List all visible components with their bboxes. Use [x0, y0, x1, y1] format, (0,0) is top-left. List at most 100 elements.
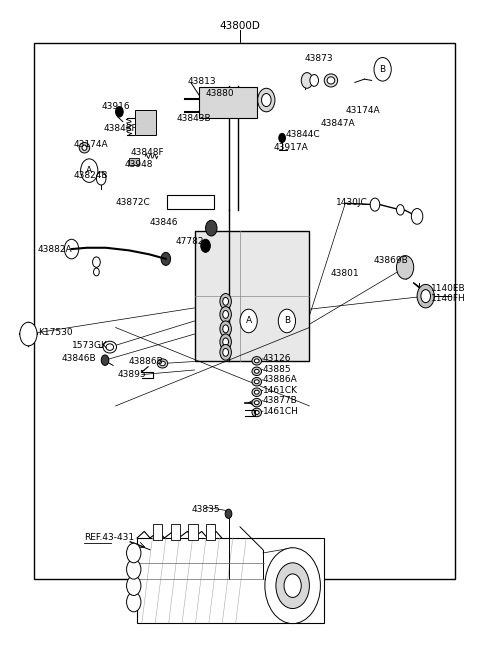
Text: 43843B: 43843B — [177, 114, 212, 123]
Circle shape — [201, 239, 210, 252]
Circle shape — [279, 134, 286, 143]
Ellipse shape — [252, 398, 262, 407]
Text: 43873: 43873 — [305, 54, 333, 63]
Circle shape — [301, 73, 313, 88]
Bar — [137, 538, 324, 623]
Text: 1430JC: 1430JC — [336, 198, 368, 206]
Text: 43835: 43835 — [191, 505, 220, 514]
Circle shape — [421, 290, 431, 303]
Text: 47782: 47782 — [175, 236, 204, 246]
Circle shape — [127, 543, 141, 563]
Text: 43800D: 43800D — [219, 20, 261, 31]
Ellipse shape — [254, 401, 259, 405]
Text: 43844C: 43844C — [286, 130, 320, 139]
Text: 43869B: 43869B — [374, 256, 409, 265]
Text: 43174A: 43174A — [73, 140, 108, 149]
Circle shape — [223, 310, 228, 318]
Circle shape — [220, 293, 231, 309]
Text: 43846: 43846 — [149, 218, 178, 227]
Ellipse shape — [254, 390, 259, 394]
Bar — [194, 231, 310, 362]
Circle shape — [220, 334, 231, 350]
Bar — [129, 158, 139, 166]
Bar — [205, 523, 215, 540]
Bar — [199, 87, 257, 119]
Text: 43948: 43948 — [124, 160, 153, 168]
Circle shape — [265, 548, 321, 624]
Circle shape — [225, 509, 232, 518]
Text: 43848F: 43848F — [104, 124, 137, 133]
Text: 43801: 43801 — [331, 269, 360, 278]
Bar — [135, 110, 156, 135]
Circle shape — [278, 309, 296, 333]
Circle shape — [223, 297, 228, 305]
Circle shape — [96, 172, 106, 185]
Circle shape — [240, 309, 257, 333]
Text: 43917A: 43917A — [274, 143, 308, 152]
Text: 43872C: 43872C — [116, 198, 150, 206]
Circle shape — [223, 348, 228, 356]
Text: 43846B: 43846B — [62, 354, 96, 364]
Ellipse shape — [252, 408, 262, 417]
Bar — [153, 523, 162, 540]
Circle shape — [310, 75, 319, 86]
Circle shape — [262, 94, 271, 107]
Ellipse shape — [252, 388, 262, 396]
Text: B: B — [284, 316, 290, 326]
Circle shape — [20, 322, 37, 346]
Text: 1461CK: 1461CK — [263, 386, 298, 395]
Circle shape — [284, 574, 301, 597]
Circle shape — [220, 321, 231, 337]
Text: 1140EB: 1140EB — [431, 284, 465, 293]
Text: 43174A: 43174A — [345, 106, 380, 115]
Circle shape — [220, 345, 231, 360]
Circle shape — [161, 252, 170, 265]
Text: 43882A: 43882A — [38, 244, 72, 253]
Text: 43886A: 43886A — [263, 375, 298, 384]
Circle shape — [411, 208, 423, 224]
Circle shape — [64, 239, 79, 259]
Text: B: B — [380, 65, 386, 74]
Text: 1461CH: 1461CH — [263, 407, 299, 416]
Ellipse shape — [157, 359, 168, 368]
Ellipse shape — [254, 359, 259, 363]
Circle shape — [276, 563, 310, 608]
Ellipse shape — [252, 356, 262, 365]
Text: 43880: 43880 — [205, 89, 234, 98]
Text: A: A — [246, 316, 252, 326]
Ellipse shape — [327, 77, 335, 84]
Circle shape — [258, 88, 275, 112]
Circle shape — [220, 307, 231, 322]
Circle shape — [205, 220, 217, 236]
Text: 43877B: 43877B — [263, 396, 298, 405]
Ellipse shape — [254, 411, 259, 415]
Ellipse shape — [106, 344, 114, 350]
Ellipse shape — [324, 74, 337, 87]
Text: K17530: K17530 — [38, 328, 72, 337]
Ellipse shape — [103, 341, 117, 353]
Circle shape — [223, 338, 228, 346]
Ellipse shape — [254, 369, 259, 373]
Circle shape — [396, 204, 404, 215]
Text: 43126: 43126 — [263, 354, 291, 364]
Ellipse shape — [252, 377, 262, 386]
Text: 43847A: 43847A — [321, 119, 355, 128]
Circle shape — [127, 559, 141, 579]
Circle shape — [223, 325, 228, 333]
Text: 43824B: 43824B — [73, 172, 108, 180]
Text: A: A — [86, 166, 92, 175]
Bar — [167, 195, 214, 208]
Ellipse shape — [254, 380, 259, 384]
Circle shape — [94, 268, 99, 276]
Text: 43885: 43885 — [263, 365, 291, 374]
Text: 43916: 43916 — [101, 102, 130, 111]
Bar — [170, 523, 180, 540]
Text: 43813: 43813 — [187, 77, 216, 86]
Text: 43886B: 43886B — [129, 357, 164, 366]
Circle shape — [93, 257, 100, 267]
Circle shape — [81, 159, 98, 182]
Circle shape — [101, 355, 109, 365]
Text: 1140FH: 1140FH — [431, 294, 465, 303]
Circle shape — [127, 592, 141, 612]
Text: 43895: 43895 — [118, 370, 146, 379]
